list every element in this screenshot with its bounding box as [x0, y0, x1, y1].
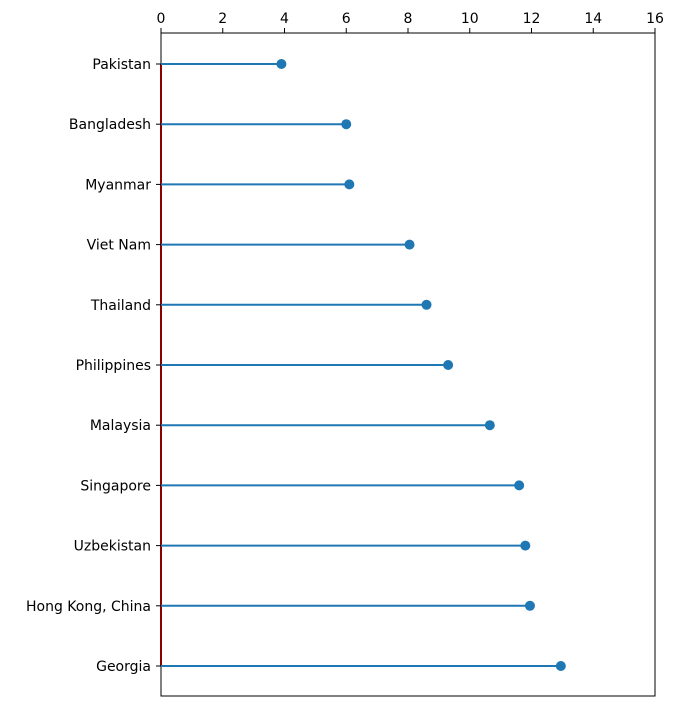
data-point	[555, 661, 566, 671]
markers-group	[276, 59, 566, 671]
y-axis-ticks: Pakistan Bangladesh Myanmar Viet Nam Thailan…	[26, 57, 161, 675]
y-tick-label: Hong Kong, China	[26, 599, 151, 615]
data-point	[443, 360, 454, 370]
y-tick-label: Uzbekistan	[74, 539, 151, 555]
x-tick-label: 6	[342, 11, 351, 27]
x-tick-label: 10	[461, 11, 479, 27]
y-tick-label: Viet Nam	[87, 238, 151, 254]
stems-group	[161, 63, 561, 667]
y-tick-label: Philippines	[76, 358, 151, 374]
data-point	[344, 179, 355, 190]
data-point	[524, 600, 535, 611]
y-tick-label: Bangladesh	[69, 117, 151, 133]
y-tick-label: Thailand	[90, 298, 151, 314]
x-tick-label: 8	[404, 11, 413, 27]
y-tick-label: Georgia	[96, 659, 151, 675]
y-tick-label: Pakistan	[92, 57, 151, 73]
y-tick-label: Myanmar	[85, 177, 151, 193]
x-tick-label: 2	[218, 11, 227, 27]
data-point	[520, 540, 531, 551]
x-axis-ticks: 0 2 4 6 8 10 12 14 16	[157, 11, 664, 33]
data-point	[341, 119, 352, 130]
data-point	[514, 480, 525, 491]
data-point	[404, 239, 415, 250]
x-tick-label: 14	[584, 11, 602, 27]
x-tick-label: 0	[157, 11, 166, 27]
data-point	[276, 59, 287, 69]
data-point	[484, 420, 495, 431]
data-point	[421, 299, 432, 310]
y-tick-label: Malaysia	[90, 418, 151, 434]
y-tick-label: Singapore	[80, 478, 151, 494]
x-tick-label: 4	[280, 11, 289, 27]
x-tick-label: 16	[646, 11, 664, 27]
x-tick-label: 12	[523, 11, 541, 27]
